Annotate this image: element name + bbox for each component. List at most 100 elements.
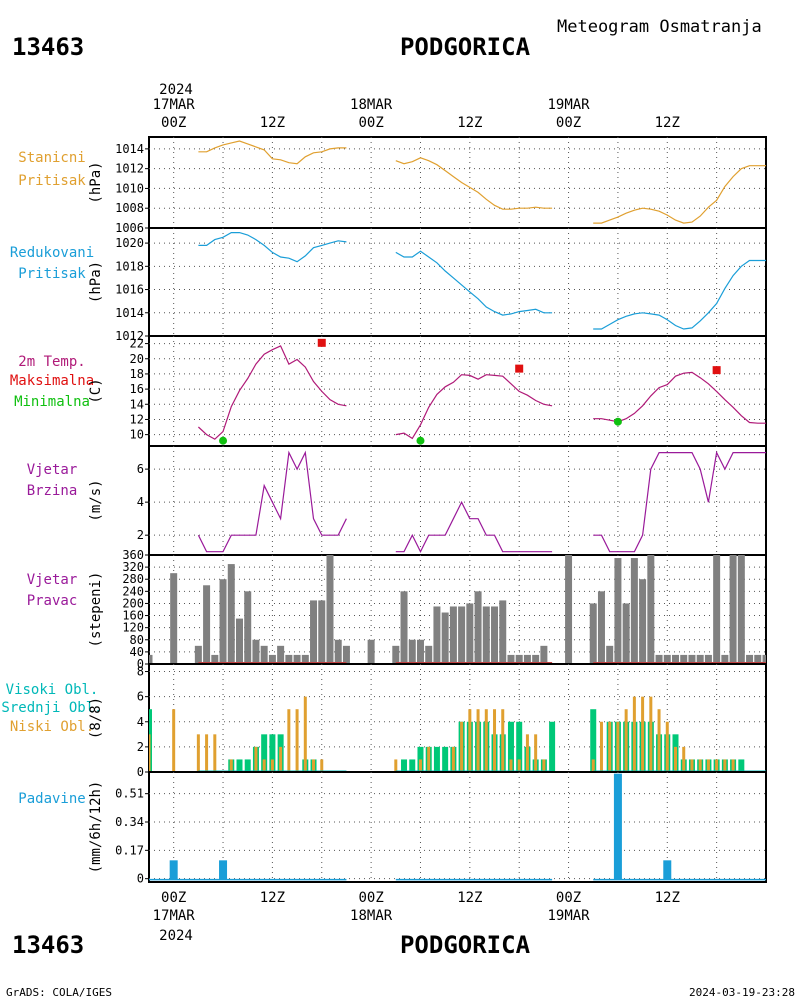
low-cloud-bar [715, 759, 719, 772]
mid-cloud-bar [401, 759, 408, 772]
panel-plot-area [197, 338, 766, 445]
panel-label: Visoki Obl. [6, 682, 99, 698]
panel-label: Minimalna [14, 394, 90, 410]
y-tick-label: 10 [130, 428, 144, 442]
low-cloud-bar [303, 696, 307, 772]
y-tick-label: 2 [137, 740, 144, 754]
bottom-hour-label: 00Z [556, 890, 581, 906]
y-tick-label: 360 [122, 548, 144, 562]
top-date-label: 19MAR [547, 97, 590, 113]
wind-direction-bar [515, 654, 523, 664]
y-axis-label: (hPa) [88, 161, 104, 203]
y-tick-label: 8 [137, 665, 144, 679]
low-cloud-bar [394, 759, 398, 772]
footer-credit: GrADS: COLA/IGES [6, 986, 112, 999]
wind-direction-bar [688, 654, 696, 664]
low-cloud-bar [172, 709, 176, 772]
y-tick-label: 240 [122, 584, 144, 598]
low-cloud-bar [723, 759, 727, 772]
wind-direction-bar [268, 654, 276, 664]
wind-direction-bar [721, 654, 729, 664]
panel-plot-area [197, 450, 766, 554]
low-cloud-bar [149, 734, 151, 772]
y-tick-label: 2 [137, 528, 144, 542]
y-tick-label: 40 [130, 645, 144, 659]
series-line [198, 232, 347, 263]
y-tick-label: 12 [130, 412, 144, 426]
wind-direction-bar [149, 654, 153, 664]
panel-label: Redukovani [10, 245, 94, 261]
panel-label: Pritisak [18, 173, 86, 189]
y-tick-label: 18 [130, 367, 144, 381]
y-tick-label: 280 [122, 572, 144, 586]
mid-cloud-bar [409, 759, 416, 772]
wind-direction-bar [416, 639, 424, 664]
wind-direction-bar [203, 585, 211, 664]
footer-station-id: 13463 [12, 931, 84, 959]
panel-label: Niski Obl. [10, 719, 94, 735]
bottom-year-label: 2024 [159, 928, 193, 944]
top-hour-label: 12Z [457, 115, 482, 131]
low-cloud-bar [287, 709, 291, 772]
top-hour-label: 12Z [260, 115, 285, 131]
wind-direction-bar [614, 558, 622, 664]
y-tick-label: 0.17 [115, 843, 144, 857]
y-tick-label: 1006 [115, 221, 144, 235]
panel-padavine [145, 771, 767, 883]
wind-direction-bar [696, 654, 704, 664]
y-tick-label: 4 [137, 495, 144, 509]
tmax-marker [712, 366, 721, 375]
panel-label: Stanicni [18, 150, 85, 166]
precip-bar [663, 860, 672, 880]
tmax-marker [317, 338, 326, 347]
precip-bar [219, 860, 228, 880]
wind-direction-bar [466, 603, 474, 664]
bottom-hour-label: 12Z [260, 890, 285, 906]
bottom-hour-label: 00Z [358, 890, 383, 906]
wind-direction-bar [326, 555, 334, 664]
panel-label: Vjetar [27, 572, 78, 588]
wind-direction-bar [532, 654, 540, 664]
series-line [593, 259, 766, 330]
series-line [395, 374, 553, 440]
low-cloud-bar [418, 759, 422, 772]
series-line [593, 371, 766, 424]
y-axis-label: (8/8) [88, 697, 104, 739]
y-tick-label: 6 [137, 690, 144, 704]
y-tick-label: 0 [137, 657, 144, 671]
bottom-hour-label: 12Z [457, 890, 482, 906]
low-cloud-bar [517, 759, 521, 772]
low-cloud-bar [649, 696, 653, 772]
wind-direction-bar [277, 645, 285, 664]
panel-stanicni [145, 136, 767, 229]
wind-direction-bar [441, 612, 449, 664]
series-line [395, 250, 553, 316]
top-date-label: 17MAR [153, 97, 196, 113]
wind-direction-bar [260, 645, 268, 664]
low-cloud-bar [591, 759, 595, 772]
wind-direction-bar [523, 654, 531, 664]
low-cloud-bar [641, 696, 645, 772]
low-cloud-bar [320, 759, 324, 772]
wind-direction-bar [737, 555, 745, 664]
low-cloud-bar [312, 759, 316, 772]
series-line [197, 345, 347, 440]
low-cloud-bar [270, 759, 274, 772]
panel-label: 2m Temp. [18, 354, 85, 370]
wind-direction-bar [458, 606, 466, 664]
tmax-marker [515, 364, 524, 373]
wind-direction-bar [729, 555, 737, 664]
low-cloud-bar [632, 696, 636, 772]
low-cloud-bar [665, 721, 669, 772]
y-axis-label: (m/s) [88, 479, 104, 521]
low-cloud-bar [624, 709, 628, 772]
mid-cloud-bar [236, 759, 243, 772]
low-cloud-bar [476, 709, 480, 772]
low-cloud-bar [698, 759, 702, 772]
wind-direction-bar [540, 645, 548, 664]
wind-direction-bar [491, 606, 499, 664]
low-cloud-bar [295, 709, 299, 772]
panel-plot-area [198, 232, 766, 330]
panel-label: Pravac [27, 593, 78, 609]
